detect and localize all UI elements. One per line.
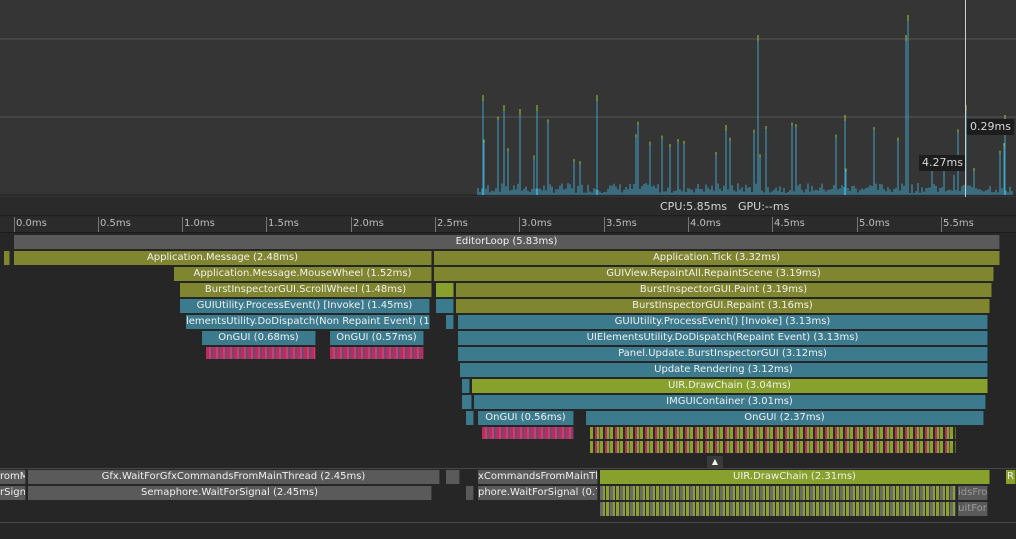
render-marker-right-c[interactable]: R — [1006, 470, 1016, 484]
ruler-label: 0.5ms — [100, 218, 131, 229]
ruler-tick — [857, 217, 858, 232]
render-marker-left-b[interactable]: rSigna — [0, 486, 26, 500]
ruler-tick — [182, 217, 183, 232]
ruler-label: 4.5ms — [774, 218, 805, 229]
gpu-time-label: GPU:--ms — [738, 200, 790, 213]
ruler-tick — [772, 217, 773, 232]
render-marker-children-a[interactable] — [600, 486, 956, 500]
ruler-label: 5.0ms — [859, 218, 890, 229]
marker-mouse-wheel[interactable]: Application.Message.MouseWheel (1.52ms) — [174, 267, 432, 281]
ruler-tick — [519, 217, 520, 232]
ruler-label: 3.0ms — [521, 218, 552, 229]
marker-ongui-a[interactable]: OnGUI (0.68ms) — [202, 331, 316, 345]
marker-ongui-children-b[interactable] — [330, 347, 424, 359]
render-marker-children-b[interactable] — [600, 502, 956, 516]
marker-small[interactable] — [4, 251, 10, 265]
ruler-label: 5.5ms — [943, 218, 974, 229]
marker-panel-update[interactable]: Panel.Update.BurstInspectorGUI (3.12ms) — [458, 347, 988, 361]
marker-dispatch-non-repaint[interactable]: lementsUtility.DoDispatch(Non Repaint Ev… — [186, 315, 430, 329]
timeline-view[interactable]: EditorLoop (5.83ms) Application.Message … — [0, 234, 1016, 539]
marker-update-rendering[interactable]: Update Rendering (3.12ms) — [460, 363, 988, 377]
marker-editor-loop[interactable]: EditorLoop (5.83ms) — [14, 235, 1000, 249]
marker-ongui-b[interactable]: OnGUI (0.57ms) — [330, 331, 424, 345]
marker-repaint-all[interactable]: GUIView.RepaintAll.RepaintScene (3.19ms) — [434, 267, 994, 281]
ruler-label: 3.5ms — [606, 218, 637, 229]
thread-separator — [0, 522, 1016, 523]
render-marker-draw-chain[interactable]: UIR.DrawChain (2.31ms) — [600, 470, 990, 484]
marker-small[interactable] — [446, 470, 460, 484]
ruler-label: 4.0ms — [690, 218, 721, 229]
marker-application-tick[interactable]: Application.Tick (3.32ms) — [434, 251, 1000, 265]
ruler-label: 2.0ms — [353, 218, 384, 229]
ruler-label: 2.5ms — [437, 218, 468, 229]
ruler-tick — [351, 217, 352, 232]
hover-time-tooltip: 0.29ms — [967, 119, 1014, 135]
marker-ongui-c[interactable]: OnGUI (0.56ms) — [478, 411, 574, 425]
marker-small[interactable] — [436, 283, 454, 297]
ruler-label: 1.5ms — [268, 218, 299, 229]
caret-up-icon[interactable]: ▲ — [707, 456, 723, 468]
marker-scroll-wheel[interactable]: BurstInspectorGUI.ScrollWheel (1.48ms) — [180, 283, 432, 297]
marker-process-event-b[interactable]: GUIUtility.ProcessEvent() [Invoke] (3.13… — [458, 315, 988, 329]
frame-chart-spikes — [0, 15, 1016, 196]
ruler-tick — [604, 217, 605, 232]
marker-small[interactable] — [462, 379, 470, 393]
marker-small[interactable] — [446, 315, 454, 329]
marker-imgui-container[interactable]: IMGUIContainer (3.01ms) — [474, 395, 986, 409]
marker-burst-paint[interactable]: BurstInspectorGUI.Paint (3.19ms) — [456, 283, 992, 297]
render-marker-signal[interactable]: phore.WaitForSignal (0.7 — [478, 486, 598, 500]
ruler-label: 0.0ms — [16, 218, 47, 229]
render-marker-right-a[interactable]: idsFro — [958, 486, 988, 500]
marker-small[interactable] — [436, 299, 454, 313]
marker-small[interactable] — [466, 486, 474, 500]
frame-chart[interactable]: 0.29ms 4.27ms — [0, 0, 1016, 197]
render-marker-wait-signal[interactable]: Semaphore.WaitForSignal (2.45ms) — [28, 486, 432, 500]
frame-cursor[interactable] — [965, 0, 966, 197]
ruler-tick — [941, 217, 942, 232]
marker-ongui-d[interactable]: OnGUI (2.37ms) — [586, 411, 984, 425]
marker-draw-chain[interactable]: UIR.DrawChain (3.04ms) — [472, 379, 988, 393]
marker-dispatch-repaint[interactable]: UIElementsUtility.DoDispatch(Repaint Eve… — [458, 331, 988, 345]
thread-separator — [0, 468, 1016, 469]
ruler-tick — [266, 217, 267, 232]
ruler-label: 1.0ms — [184, 218, 215, 229]
render-marker-wait-gfx[interactable]: Gfx.WaitForGfxCommandsFromMainThread (2.… — [28, 470, 440, 484]
marker-application-message[interactable]: Application.Message (2.48ms) — [14, 251, 432, 265]
marker-small[interactable] — [466, 411, 474, 425]
marker-ongui-children-a[interactable] — [206, 347, 316, 359]
ruler-tick — [435, 217, 436, 232]
render-marker-right-b[interactable]: uitFor — [958, 502, 988, 516]
ruler-tick — [14, 217, 15, 232]
ruler-tick — [688, 217, 689, 232]
render-marker-commands[interactable]: xCommandsFromMainTh — [478, 470, 598, 484]
marker-process-event-a[interactable]: GUIUtility.ProcessEvent() [Invoke] (1.45… — [180, 299, 430, 313]
render-marker-left-a[interactable]: romM — [0, 470, 26, 484]
marker-ongui-children-d[interactable] — [590, 427, 956, 439]
marker-small[interactable] — [462, 395, 472, 409]
selected-frame-tooltip: 4.27ms — [919, 155, 966, 171]
marker-burst-repaint[interactable]: BurstInspectorGUI.Repaint (3.16ms) — [456, 299, 990, 313]
cpu-time-label: CPU:5.85ms — [660, 200, 728, 213]
marker-ongui-children-c[interactable] — [482, 427, 574, 439]
marker-ongui-children-e[interactable] — [590, 441, 956, 453]
time-ruler[interactable]: 0.0ms 0.5ms 1.0ms 1.5ms 2.0ms 2.5ms 3.0m… — [0, 217, 1016, 233]
frame-stats-bar: CPU:5.85ms GPU:--ms — [0, 197, 1016, 216]
ruler-tick — [98, 217, 99, 232]
